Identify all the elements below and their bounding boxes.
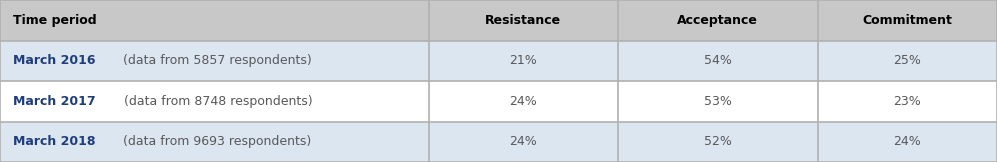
- Text: (data from 5857 respondents): (data from 5857 respondents): [120, 54, 312, 67]
- Bar: [618, 122, 818, 162]
- Bar: [429, 40, 618, 81]
- Bar: [0, 0, 429, 40]
- Text: (data from 8748 respondents): (data from 8748 respondents): [120, 95, 312, 108]
- Bar: [0, 122, 429, 162]
- Text: 52%: 52%: [704, 135, 732, 148]
- Text: Acceptance: Acceptance: [677, 14, 759, 27]
- Text: March 2016: March 2016: [13, 54, 96, 67]
- Text: 23%: 23%: [893, 95, 921, 108]
- Bar: [618, 81, 818, 122]
- Text: 24%: 24%: [893, 135, 921, 148]
- Bar: [818, 81, 997, 122]
- Text: 53%: 53%: [704, 95, 732, 108]
- Text: Time period: Time period: [13, 14, 97, 27]
- Bar: [0, 40, 429, 81]
- Bar: [618, 0, 818, 40]
- Bar: [818, 122, 997, 162]
- Text: 54%: 54%: [704, 54, 732, 67]
- Text: Resistance: Resistance: [486, 14, 561, 27]
- Bar: [818, 40, 997, 81]
- Text: 25%: 25%: [893, 54, 921, 67]
- Text: March 2018: March 2018: [13, 135, 96, 148]
- Bar: [429, 81, 618, 122]
- Bar: [818, 0, 997, 40]
- Bar: [429, 122, 618, 162]
- Text: 24%: 24%: [509, 95, 537, 108]
- Text: 24%: 24%: [509, 135, 537, 148]
- Bar: [618, 40, 818, 81]
- Text: Commitment: Commitment: [862, 14, 952, 27]
- Text: 21%: 21%: [509, 54, 537, 67]
- Bar: [429, 0, 618, 40]
- Text: March 2017: March 2017: [13, 95, 96, 108]
- Bar: [0, 81, 429, 122]
- Text: (data from 9693 respondents): (data from 9693 respondents): [120, 135, 312, 148]
